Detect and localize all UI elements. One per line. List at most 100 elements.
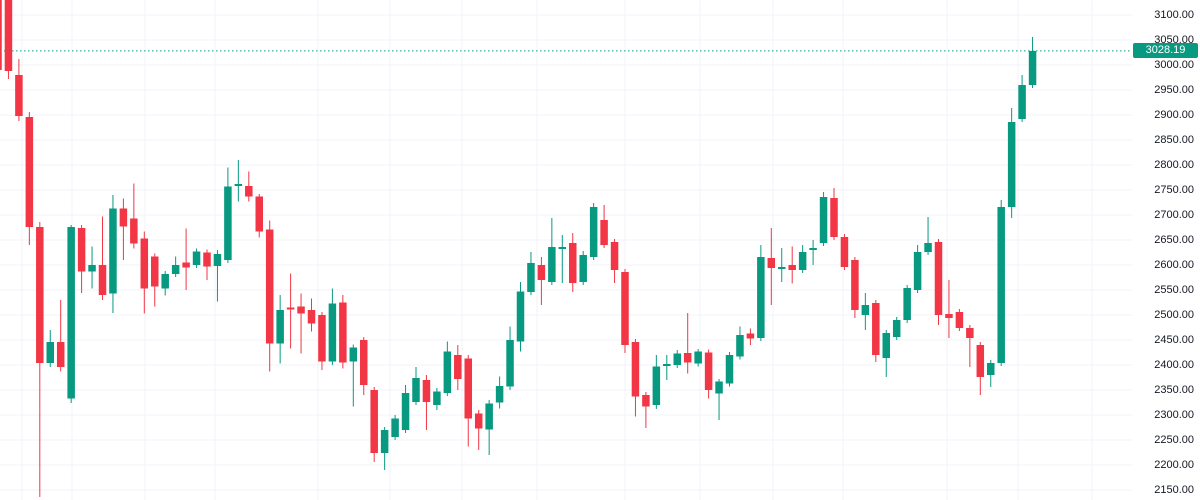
candle-body [433,391,441,405]
candle-body [966,328,974,338]
candle-body [788,265,796,270]
candle-body [286,307,295,310]
candle-body [579,255,587,282]
candle-body [809,248,817,250]
candle-body [318,315,326,362]
candle-body [757,257,765,338]
candle-body [683,353,692,363]
candle-body [161,274,169,289]
candle-body [98,265,107,295]
price-tick-label: 2200.00 [1154,458,1194,471]
candle-body [0,0,2,70]
candle-body [715,381,723,394]
price-tick-label: 2350.00 [1154,383,1194,396]
price-tick-label: 2700.00 [1154,208,1194,221]
candle-body [339,302,347,363]
candle-body [265,229,274,344]
price-tick-label: 2650.00 [1154,233,1194,246]
candle-body [861,305,870,315]
candle-body [652,366,661,405]
candle-body [600,220,608,245]
candle-body [872,303,880,355]
candle-body [380,430,389,453]
candle-body [516,291,525,342]
candle-body [819,197,828,243]
price-axis[interactable]: 3028.19 3100.00 3050.00 3000.00 2950.00 2900… [1132,0,1200,500]
candle-body [360,340,368,385]
candle-body [234,184,243,186]
candle-body [934,242,943,315]
candle-body [903,288,911,320]
price-tick-label: 2550.00 [1154,283,1194,296]
candle-body [976,345,985,377]
candle-body [736,335,744,357]
candle-body [558,247,567,249]
candle-body [401,393,410,430]
candle-body [46,342,54,363]
candle-body [4,0,13,71]
candle-body [88,265,96,272]
candle-body [767,258,776,268]
candle-body [830,198,838,237]
candle-body [213,254,222,266]
candle-body [840,237,849,267]
candle-body [945,314,953,318]
candle-body [527,263,535,292]
price-tick-label: 2800.00 [1154,158,1194,171]
candle-body [182,262,190,268]
candle-body [349,347,358,362]
candle-body [203,252,211,267]
price-tick-label: 2150.00 [1154,483,1194,496]
chart-canvas[interactable] [0,0,1132,500]
candle-body [987,363,995,375]
candle-body [589,207,598,257]
candle-body [422,380,431,402]
candle-body [1007,122,1016,207]
candle-body [610,242,619,270]
price-tick-label: 2450.00 [1154,333,1194,346]
candle-body [798,252,807,270]
candle-body [151,256,159,287]
candle-body [548,247,556,282]
candle-body [997,207,1005,363]
candle-body [913,252,922,290]
candle-body [56,342,65,367]
candle-body [15,75,23,116]
candle-body [454,355,462,379]
price-tick-label: 3100.00 [1154,8,1194,21]
candle-body [882,333,890,358]
candle-body [412,378,420,402]
candle-body [192,251,201,265]
candle-body [725,355,734,384]
candle-body [109,208,117,294]
candle-body [171,265,180,274]
price-tick-label: 2300.00 [1154,408,1194,421]
candle-body [746,333,755,339]
candle-body [67,227,75,399]
candle-body [224,186,232,260]
candle-body [955,312,964,328]
candle-body [569,243,577,283]
candle-body [464,358,472,419]
candle-body [140,238,149,289]
candle-body [328,303,337,362]
price-tick-label: 2850.00 [1154,133,1194,146]
candle-body [245,186,253,197]
candle-body [892,320,901,337]
candle-body [485,403,493,430]
candle-body [694,351,702,364]
candle-body [663,364,671,366]
candle-body [537,265,546,280]
candle-body [77,228,86,272]
candle-body [36,227,44,363]
candle-body [704,352,713,390]
candle-body [778,267,786,269]
candle-body [506,340,514,387]
candle-body [297,306,305,314]
price-tick-label: 2750.00 [1154,183,1194,196]
last-price-label: 3028.19 [1133,43,1198,59]
candle-body [474,413,483,429]
candle-body [25,117,34,227]
candle-body [631,342,640,397]
